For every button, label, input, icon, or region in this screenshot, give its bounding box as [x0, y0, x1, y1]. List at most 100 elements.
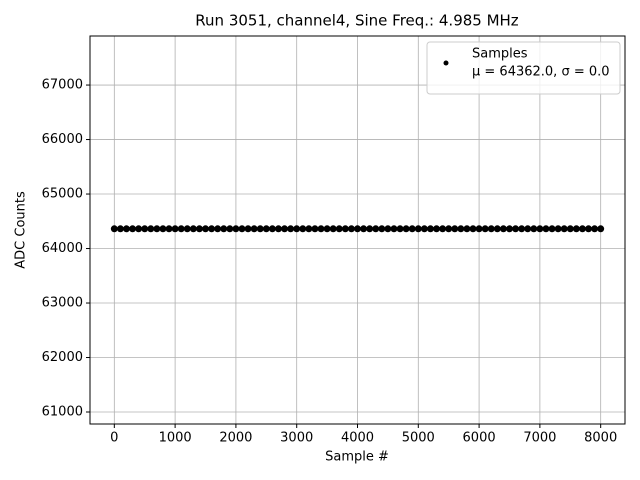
- sample-point: [341, 225, 349, 233]
- x-tick-label: 1000: [159, 431, 192, 446]
- sample-point: [347, 225, 355, 233]
- x-tick-label: 7000: [523, 431, 556, 446]
- y-tick-label: 65000: [42, 187, 83, 202]
- sample-point: [177, 225, 185, 233]
- sample-point: [542, 225, 550, 233]
- sample-point: [378, 225, 386, 233]
- sample-point: [287, 225, 295, 233]
- sample-point: [335, 225, 343, 233]
- y-tick-label: 66000: [42, 132, 83, 147]
- sample-point: [408, 225, 416, 233]
- sample-point: [268, 225, 276, 233]
- sample-point: [499, 225, 507, 233]
- sample-point: [250, 225, 258, 233]
- sample-point: [372, 225, 380, 233]
- sample-point: [220, 225, 228, 233]
- sample-point: [536, 225, 544, 233]
- sample-point: [451, 225, 459, 233]
- sample-point: [208, 225, 216, 233]
- sample-point: [414, 225, 422, 233]
- sample-point: [256, 225, 264, 233]
- sample-point: [354, 225, 361, 233]
- sample-point: [475, 225, 483, 233]
- plot-frame: [89, 35, 626, 425]
- sample-point: [366, 225, 374, 233]
- sample-point: [578, 225, 586, 233]
- sample-point: [384, 225, 392, 233]
- sample-point: [554, 225, 562, 233]
- sample-point: [153, 225, 161, 233]
- x-tick-label: 3000: [280, 431, 313, 446]
- legend-marker: [443, 60, 449, 66]
- sample-point: [171, 225, 179, 233]
- sample-point: [463, 225, 471, 233]
- sample-point: [572, 225, 580, 233]
- sample-point: [493, 225, 501, 233]
- sample-point: [524, 225, 532, 233]
- sample-point: [202, 225, 210, 233]
- y-tick-label: 63000: [42, 296, 83, 311]
- sample-point: [566, 225, 574, 233]
- sample-point: [135, 225, 143, 233]
- sample-point: [159, 225, 167, 233]
- sample-point: [141, 225, 149, 233]
- sample-point: [232, 225, 240, 233]
- sample-point: [433, 225, 441, 233]
- sample-point: [591, 225, 599, 233]
- sample-point: [518, 225, 526, 233]
- sample-point: [214, 225, 222, 233]
- sample-point: [317, 225, 325, 233]
- x-tick-label: 5000: [402, 431, 435, 446]
- y-tick-label: 61000: [42, 405, 83, 420]
- y-tick-label: 64000: [42, 241, 83, 256]
- sample-point: [585, 225, 593, 233]
- legend-note: μ = 64362.0, σ = 0.0: [472, 65, 610, 80]
- sample-point: [597, 225, 605, 233]
- sample-point: [226, 225, 234, 233]
- sample-point: [165, 225, 173, 233]
- x-tick-label: 6000: [463, 431, 496, 446]
- sample-point: [505, 225, 513, 233]
- sample-point: [487, 225, 495, 233]
- y-axis-label: ADC Counts: [14, 191, 29, 269]
- sample-point: [396, 225, 404, 233]
- sample-point: [390, 225, 398, 233]
- sample-point: [238, 225, 246, 233]
- x-tick-label: 0: [110, 431, 118, 446]
- y-tick-label: 62000: [42, 350, 83, 365]
- sample-point: [116, 225, 124, 233]
- sample-point: [195, 225, 203, 233]
- sample-point: [530, 225, 538, 233]
- sample-point: [189, 225, 197, 233]
- x-tick-label: 8000: [584, 431, 617, 446]
- sample-point: [420, 225, 428, 233]
- sample-point: [323, 225, 331, 233]
- sample-point: [129, 225, 137, 233]
- x-tick-label: 2000: [219, 431, 252, 446]
- sample-point: [299, 225, 307, 233]
- sample-point: [548, 225, 556, 233]
- sample-point: [183, 225, 191, 233]
- sample-point: [560, 225, 568, 233]
- sample-point: [457, 225, 465, 233]
- sample-point: [274, 225, 282, 233]
- sample-point: [293, 225, 301, 233]
- sample-point: [329, 225, 337, 233]
- x-tick-label: 4000: [341, 431, 374, 446]
- sample-point: [439, 225, 447, 233]
- sample-point: [262, 225, 270, 233]
- sample-point: [426, 225, 434, 233]
- sample-point: [281, 225, 289, 233]
- sample-point: [244, 225, 252, 233]
- sample-point: [122, 225, 130, 233]
- chart-title: Run 3051, channel4, Sine Freq.: 4.985 MH…: [195, 12, 519, 30]
- legend-box: [426, 41, 621, 95]
- sample-point: [147, 225, 155, 233]
- sample-point: [469, 225, 477, 233]
- sample-point: [512, 225, 520, 233]
- sample-point: [110, 225, 118, 233]
- sample-point: [481, 225, 489, 233]
- y-tick-label: 67000: [42, 78, 83, 93]
